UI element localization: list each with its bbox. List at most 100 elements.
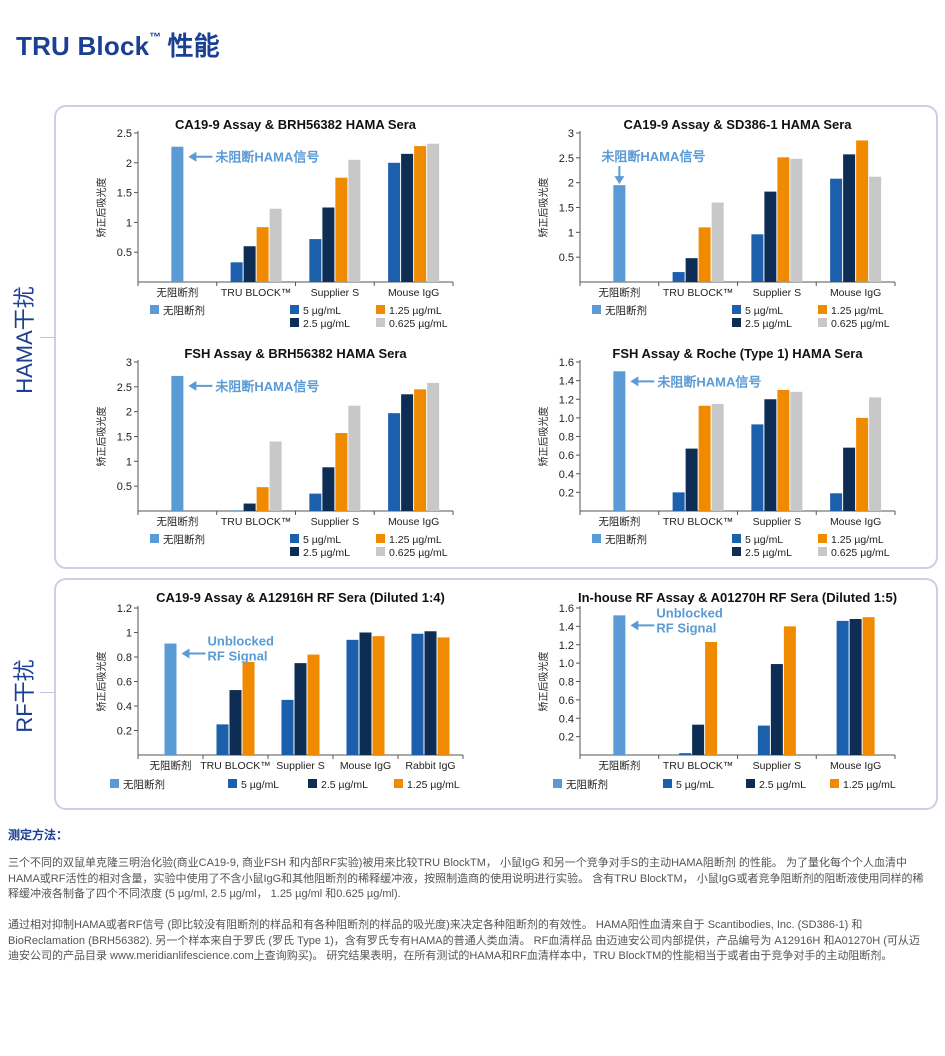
legend-label: 1.25 µg/mL (389, 305, 442, 317)
y-tick-label: 0.6 (559, 450, 574, 462)
legend-swatch (290, 534, 299, 543)
y-tick-label: 3 (568, 128, 574, 140)
legend-label: 0.625 µg/mL (831, 318, 890, 330)
bar (698, 227, 711, 282)
legend-label: 0.625 µg/mL (831, 547, 890, 559)
x-tick-label: 无阻断剂 (598, 515, 640, 528)
annotation-label: RF Signal (656, 620, 716, 635)
x-tick-label: Mouse IgG (340, 760, 391, 772)
y-tick-label: 2.5 (559, 153, 574, 165)
legend-swatch (150, 534, 159, 543)
y-tick-label: 0.5 (559, 252, 574, 264)
y-tick-label: 0.5 (117, 481, 132, 493)
bar (427, 143, 440, 282)
y-tick-label: 2.5 (117, 128, 132, 140)
legend-swatch (592, 305, 601, 314)
annotation-label: RF Signal (208, 649, 268, 664)
legend-label: 无阻断剂 (163, 304, 205, 317)
legend-swatch (150, 305, 159, 314)
y-axis-label: 矫正后吸光度 (95, 652, 108, 712)
annotation-label: 未阻断HAMA信号 (214, 379, 319, 394)
bar (790, 158, 803, 282)
bar (388, 413, 401, 511)
chart-title: In-house RF Assay & A01270H RF Sera (Dil… (578, 590, 897, 605)
bar (269, 441, 282, 511)
annotation-arrowhead (614, 176, 625, 185)
bar (783, 626, 796, 755)
annotation-arrowhead (188, 151, 197, 162)
bar (672, 272, 685, 282)
bar (692, 724, 705, 755)
chart-ca199-sd3861: CA19-9 Assay & SD386-1 HAMA Sera 矫正后吸光度 0.… (537, 117, 896, 330)
bar (346, 639, 359, 755)
bar (243, 246, 256, 282)
x-tick-label: TRU BLOCK™ (663, 760, 734, 772)
y-tick-label: 1.2 (559, 394, 574, 406)
bar (307, 654, 320, 755)
y-tick-label: 0.4 (559, 713, 574, 725)
y-tick-label: 1.6 (559, 603, 574, 615)
y-axis-label: 矫正后吸光度 (95, 407, 108, 467)
bar (171, 146, 184, 282)
x-tick-label: TRU BLOCK™ (221, 516, 292, 528)
chart-fsh-roche: FSH Assay & Roche (Type 1) HAMA Sera 矫正后吸… (537, 346, 896, 559)
annotation-label: 未阻断HAMA信号 (656, 374, 761, 389)
x-tick-label: Mouse IgG (388, 287, 439, 299)
bar (437, 637, 450, 755)
y-tick-label: 1.5 (559, 203, 574, 215)
x-tick-label: Mouse IgG (388, 516, 439, 528)
annotation-arrowhead (188, 380, 197, 391)
legend-label: 无阻断剂 (605, 533, 647, 546)
legend-swatch (732, 305, 741, 314)
y-tick-label: 0.2 (559, 732, 574, 744)
legend-label: 2.5 µg/mL (759, 779, 806, 791)
legend-swatch (394, 779, 403, 788)
chart-fsh-brh56382: FSH Assay & BRH56382 HAMA Sera 矫正后吸光度 0.5 1… (95, 346, 454, 559)
bar (764, 191, 777, 282)
annotation-arrowhead (181, 648, 190, 659)
legend-swatch (290, 305, 299, 314)
legend-label: 无阻断剂 (163, 533, 205, 546)
annotation-arrowhead (630, 620, 639, 631)
bar (751, 234, 764, 282)
y-axis-label: 矫正后吸光度 (537, 407, 550, 467)
legend-label: 5 µg/mL (676, 779, 714, 791)
legend-label: 0.625 µg/mL (389, 547, 448, 559)
hama-section-label: HAMA干扰 (12, 286, 37, 394)
legend-swatch (592, 534, 601, 543)
bar (711, 403, 724, 511)
y-tick-label: 0.8 (559, 677, 574, 689)
y-tick-label: 0.8 (117, 652, 132, 664)
legend-swatch (290, 547, 299, 556)
bar (348, 159, 361, 282)
y-axis-label: 矫正后吸光度 (95, 178, 108, 238)
bar (242, 661, 255, 755)
bar (281, 699, 294, 755)
bar (269, 208, 282, 282)
bar (309, 239, 322, 282)
y-tick-label: 0.6 (117, 677, 132, 689)
bar (685, 258, 698, 282)
bar (830, 178, 843, 282)
chart-title: CA19-9 Assay & SD386-1 HAMA Sera (623, 117, 852, 132)
x-tick-label: 无阻断剂 (598, 286, 640, 299)
bar (335, 433, 348, 511)
chart-title: CA19-9 Assay & A12916H RF Sera (Diluted … (156, 590, 445, 605)
bar (830, 493, 843, 511)
legend-label: 5 µg/mL (303, 534, 341, 546)
legend-swatch (663, 779, 672, 788)
x-tick-label: TRU BLOCK™ (221, 287, 292, 299)
legend-swatch (376, 318, 385, 327)
legend-label: 无阻断剂 (605, 304, 647, 317)
method-heading: 测定方法： (8, 828, 69, 842)
bar (685, 448, 698, 511)
bar (764, 399, 777, 511)
bar (705, 641, 718, 755)
bar (613, 371, 626, 511)
legend-swatch (818, 547, 827, 556)
y-tick-label: 1.4 (559, 621, 574, 633)
bar (843, 154, 856, 282)
bar (322, 207, 335, 282)
bar (414, 146, 427, 282)
bar (856, 417, 869, 511)
